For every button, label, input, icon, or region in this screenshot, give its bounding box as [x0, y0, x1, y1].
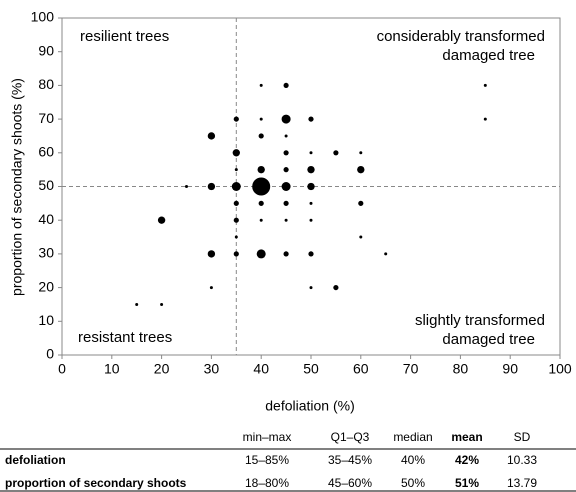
row-label: proportion of secondary shoots	[5, 476, 187, 490]
bubble	[483, 83, 487, 87]
table-header: median	[393, 430, 432, 444]
annotation: resilient trees	[80, 28, 169, 45]
bubble	[258, 133, 264, 139]
x-tick-label: 90	[502, 361, 518, 377]
table-cell: 51%	[455, 476, 479, 490]
bubble	[185, 185, 188, 188]
table-cell: 40%	[401, 453, 425, 467]
bubble	[207, 250, 216, 258]
bubble	[281, 114, 291, 124]
x-tick-label: 100	[548, 361, 572, 377]
bubble	[233, 116, 239, 122]
bubble	[257, 165, 265, 174]
bubble	[234, 168, 238, 172]
y-tick-label: 70	[38, 110, 54, 126]
table-header: SD	[514, 430, 531, 444]
bubble	[160, 302, 164, 306]
annotation: resistant trees	[78, 329, 172, 346]
x-axis-title: defoliation (%)	[265, 398, 355, 414]
y-tick-label: 60	[38, 144, 54, 160]
bubble	[309, 286, 313, 290]
y-tick-label: 0	[46, 346, 54, 362]
table-cell: 10.33	[507, 453, 537, 467]
bubble	[483, 117, 487, 121]
bubble	[233, 251, 239, 257]
bubble	[283, 251, 289, 257]
y-tick-label: 100	[31, 9, 55, 25]
bubble	[232, 149, 240, 157]
row-label: defoliation	[5, 453, 66, 467]
bubble	[284, 134, 288, 138]
bubble	[209, 286, 213, 290]
bubble	[309, 218, 313, 222]
bubble	[307, 182, 315, 191]
annotation: slightly transformed damaged tree	[415, 312, 545, 348]
bubble	[283, 167, 289, 173]
bubble	[308, 251, 314, 257]
table-cell: 50%	[401, 476, 425, 490]
bubble	[283, 82, 289, 88]
bubble	[359, 235, 363, 239]
x-tick-label: 60	[353, 361, 369, 377]
x-tick-label: 80	[453, 361, 469, 377]
bubble	[333, 150, 339, 156]
y-tick-label: 20	[38, 278, 54, 294]
table-cell: 13.79	[507, 476, 537, 490]
table-header: min–max	[243, 430, 292, 444]
bubble	[252, 177, 271, 196]
bubble	[259, 218, 263, 222]
bubble	[307, 165, 315, 174]
y-tick-label: 50	[38, 177, 54, 193]
table-cell: 45–60%	[328, 476, 372, 490]
bubble	[259, 117, 263, 121]
table-cell: 35–45%	[328, 453, 372, 467]
table-header: mean	[451, 430, 482, 444]
bubble	[309, 151, 313, 155]
bubble	[234, 235, 238, 239]
bubble	[259, 83, 263, 87]
bubble	[207, 132, 216, 140]
annotation: considerably transformed damaged tree	[377, 28, 545, 64]
y-tick-label: 80	[38, 76, 54, 92]
table-header: Q1–Q3	[331, 430, 370, 444]
bubble	[357, 165, 365, 174]
y-tick-label: 10	[38, 312, 54, 328]
y-tick-label: 40	[38, 211, 54, 227]
table-cell: 15–85%	[245, 453, 289, 467]
table-cell: 42%	[455, 453, 479, 467]
x-tick-label: 50	[303, 361, 319, 377]
bubble	[333, 285, 339, 291]
x-tick-label: 20	[154, 361, 170, 377]
x-tick-label: 10	[104, 361, 120, 377]
bubble	[207, 182, 216, 191]
bubble	[256, 249, 266, 259]
y-axis-title: proportion of secondary shoots (%)	[9, 78, 25, 296]
bubble	[231, 182, 241, 191]
x-tick-label: 30	[204, 361, 220, 377]
bubble	[258, 200, 264, 206]
bubble	[233, 200, 239, 206]
bubble	[309, 201, 313, 205]
y-tick-label: 90	[38, 42, 54, 58]
x-tick-label: 0	[58, 361, 66, 377]
bubble	[284, 218, 288, 222]
bubble	[359, 151, 363, 155]
bubble	[283, 150, 289, 156]
bubble	[384, 252, 388, 256]
bubble	[135, 302, 139, 306]
bubble	[358, 200, 364, 206]
table-cell: 18–80%	[245, 476, 289, 490]
x-tick-label: 70	[403, 361, 419, 377]
bubble	[308, 116, 314, 122]
x-tick-label: 40	[253, 361, 269, 377]
bubble	[157, 216, 166, 224]
bubble	[281, 182, 291, 191]
bubble	[233, 217, 239, 223]
bubble	[283, 200, 289, 206]
y-tick-label: 30	[38, 245, 54, 261]
